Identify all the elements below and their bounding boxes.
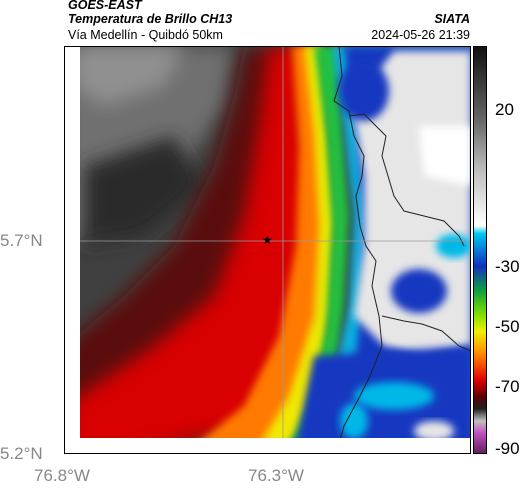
yellow-band [254,46,336,454]
subtitle-line: Temperatura de Brillo CH13 [68,12,233,26]
organization-label: SIATA [434,12,470,26]
map-svg: ★ [60,46,471,455]
satellite-map: ★ [60,46,471,455]
orange-band [184,46,329,454]
border-line-3 [381,315,471,352]
green-band [284,46,349,454]
left-margin [64,46,80,454]
colorbar-label-minus50: -50 [495,317,520,336]
y-tick-label-5-7: 5.7°N [0,231,43,250]
colorbar-label-minus70: -70 [495,377,520,396]
cold-cloud-core [419,126,471,186]
colorbar-label-minus30: -30 [495,257,520,276]
star-icon: ★ [262,233,273,247]
cyan-bottom-1 [354,382,434,410]
cyan-bottom-2 [340,403,368,439]
colorbar-gradient [473,46,487,454]
route-line: Vía Medellín - Quibdó 50km [68,28,223,42]
colorbar-svg [473,46,487,454]
blue-patch-2 [339,61,389,121]
blue-patch-1 [391,269,447,313]
cyan-patch [436,234,471,258]
timestamp-label: 2024-05-26 21:39 [371,28,470,42]
colorbar [473,46,487,454]
colorbar-label-minus90: -90 [495,439,520,458]
warm-region-dark [84,136,204,246]
x-tick-label-76-8: 76.8°W [34,466,90,485]
border-line-1 [333,46,383,454]
bottom-margin [64,438,471,454]
white-bottom [414,421,454,441]
y-tick-label-5-2: 5.2°N [0,444,43,463]
border-line-2 [348,113,465,247]
map-frame [64,46,471,454]
colorbar-label-20: 20 [495,100,514,119]
x-tick-label-76-3: 76.3°W [248,466,304,485]
title-line: GOES-EAST [68,0,142,12]
red-band [64,46,319,454]
warm-region-light [74,46,184,106]
